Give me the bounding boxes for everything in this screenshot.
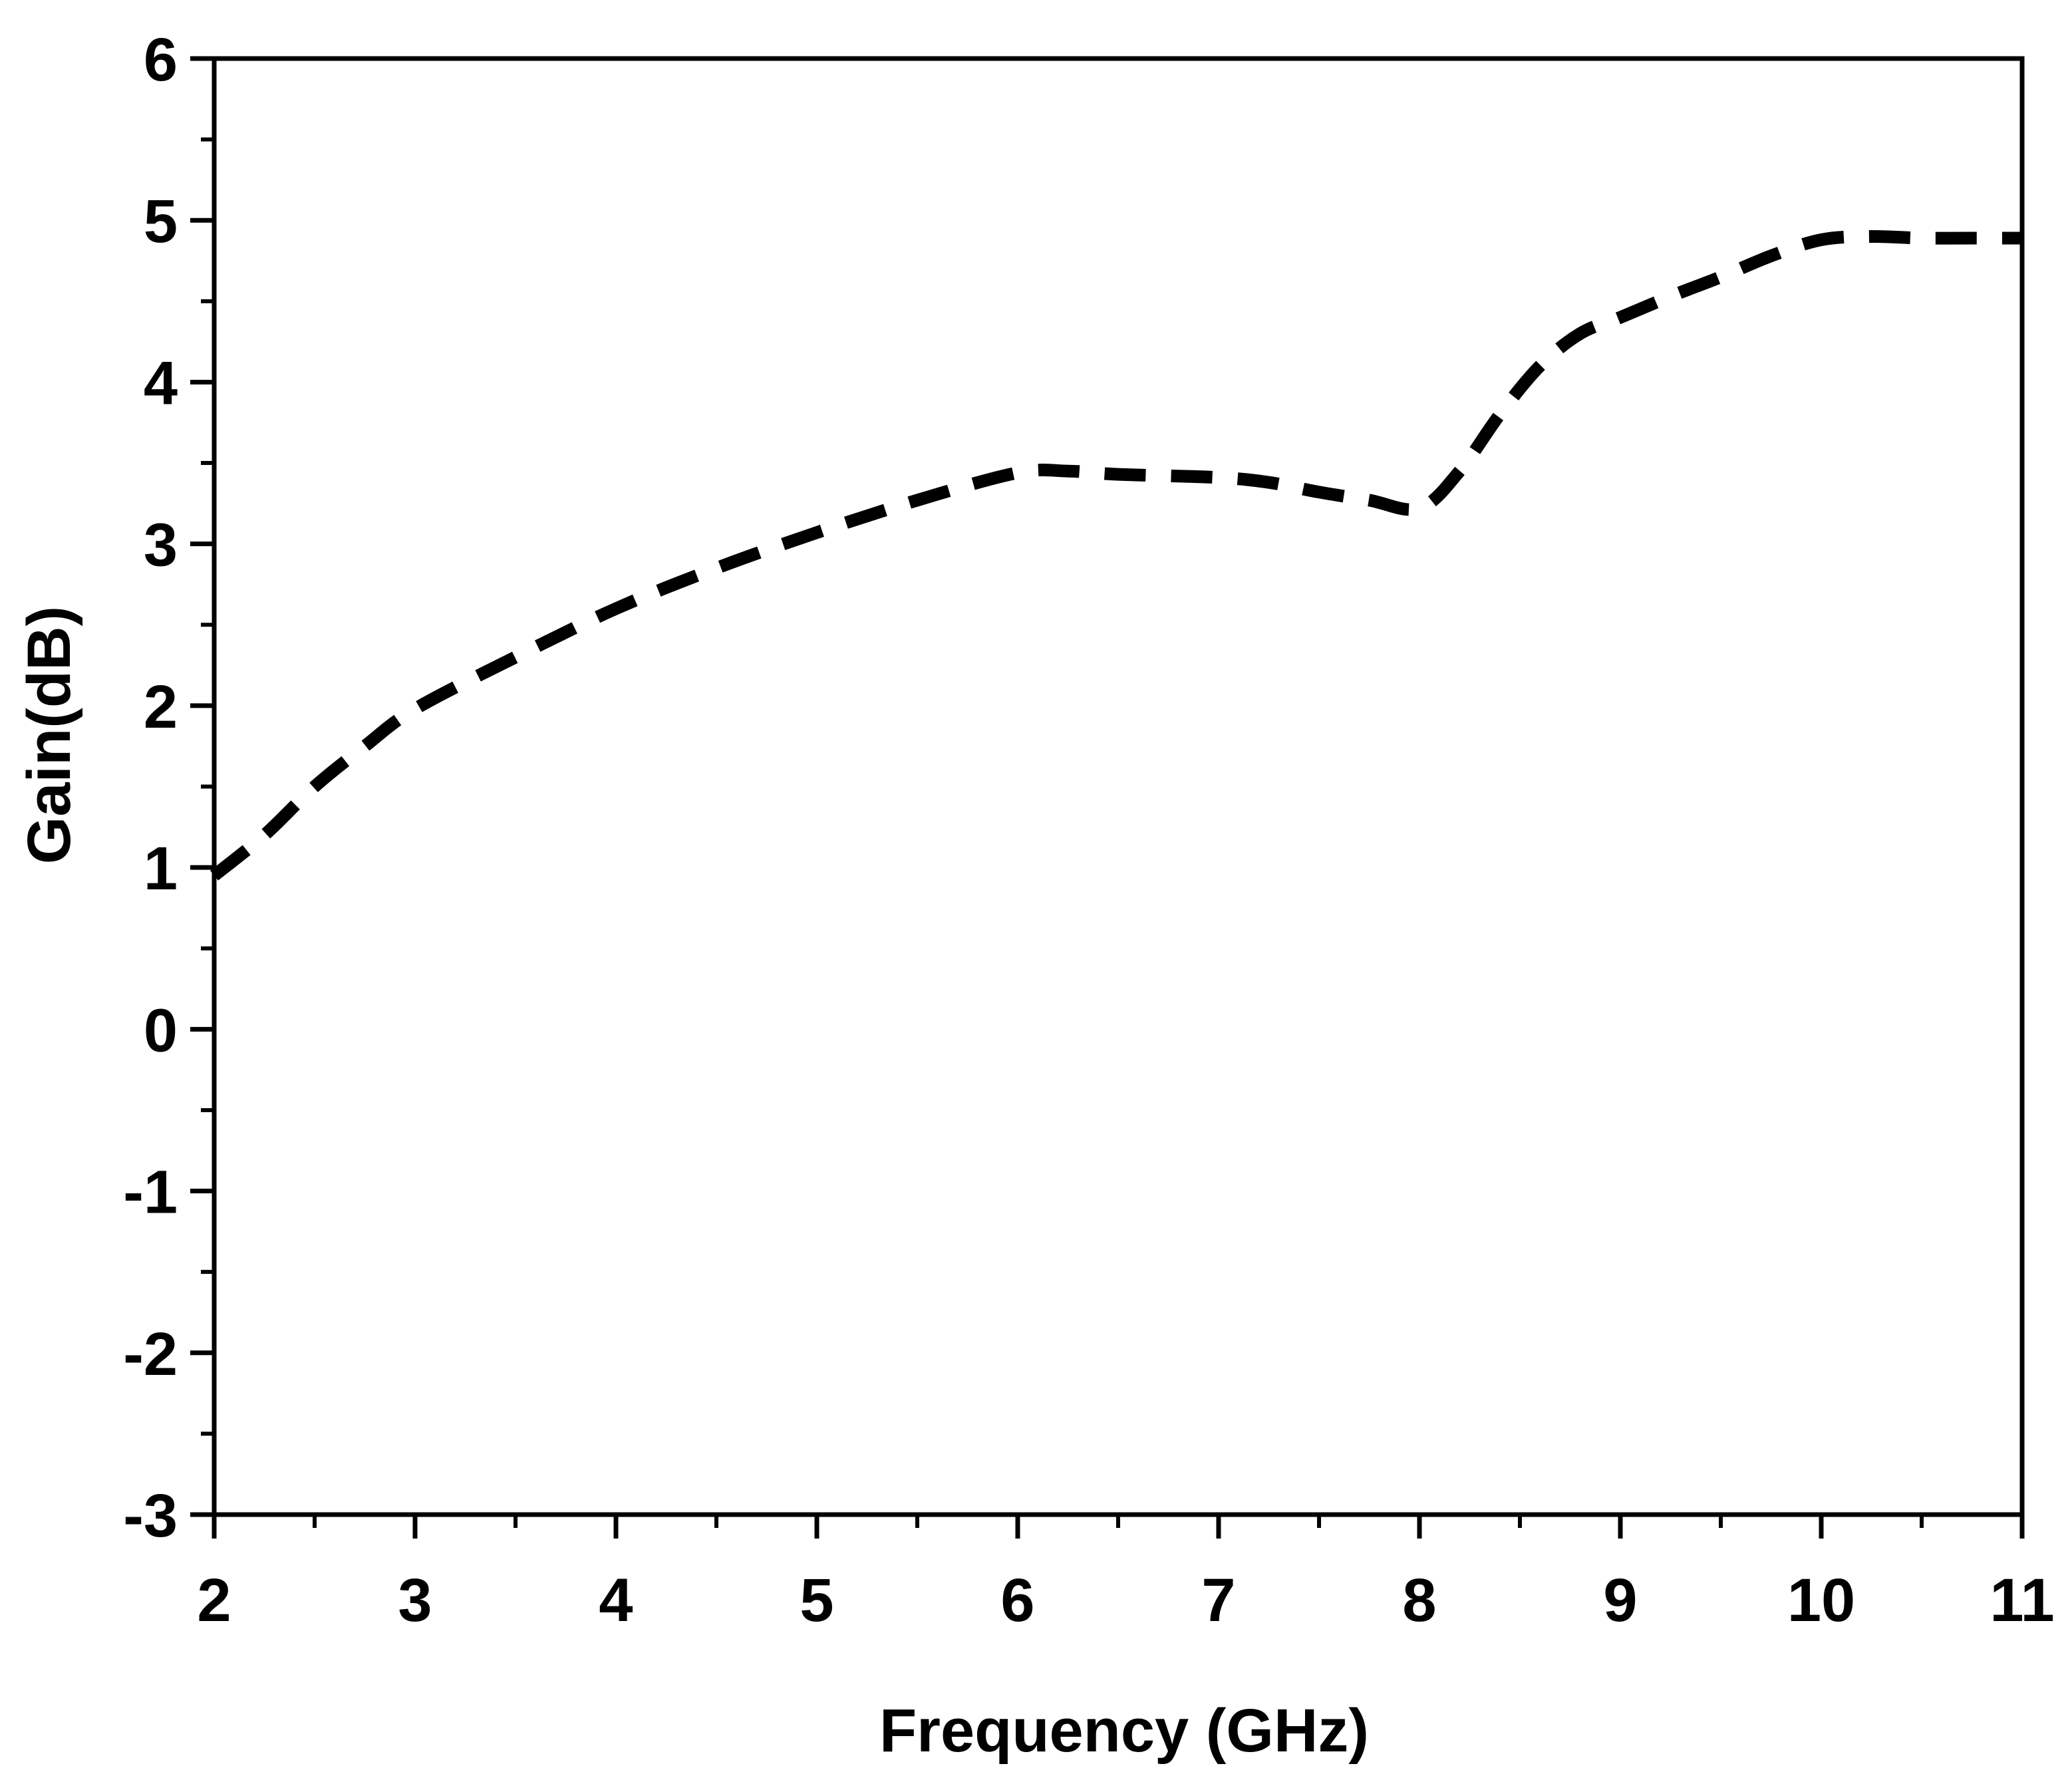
x-tick-label: 9 [1603, 1566, 1637, 1634]
x-axis-title: Frequency (GHz) [879, 1697, 1369, 1765]
y-tick-label: 3 [144, 512, 178, 579]
x-tick-label: 6 [1000, 1566, 1034, 1634]
x-tick-label: 2 [197, 1566, 231, 1634]
x-tick-label: 8 [1402, 1566, 1436, 1634]
x-tick-label: 3 [398, 1566, 432, 1634]
plot-area [210, 56, 2025, 1517]
y-tick-label: -3 [123, 1482, 178, 1550]
x-tick-label: 7 [1201, 1566, 1235, 1634]
x-tick-label: 11 [1990, 1566, 2054, 1634]
x-tick-label: 5 [800, 1566, 833, 1634]
x-axis: 2 3 4 5 6 7 8 9 10 11 [197, 1515, 2055, 1634]
x-tick-label: 4 [599, 1566, 633, 1634]
y-tick-label: 1 [144, 835, 178, 903]
y-tick-label: 6 [144, 26, 178, 94]
gain-series-line [210, 229, 2022, 881]
y-axis: -3 -2 -1 0 1 2 3 4 5 6 [123, 26, 214, 1550]
y-tick-label: 0 [144, 996, 178, 1064]
plot-frame [212, 56, 2025, 1517]
y-tick-label: 5 [144, 188, 178, 255]
x-tick-label: 10 [1787, 1566, 1855, 1634]
y-axis-title: Gain(dB) [15, 606, 83, 864]
y-tick-label: -2 [123, 1320, 178, 1388]
y-tick-label: -1 [123, 1159, 178, 1227]
y-tick-label: 2 [144, 673, 178, 741]
y-tick-label: 4 [144, 349, 178, 417]
